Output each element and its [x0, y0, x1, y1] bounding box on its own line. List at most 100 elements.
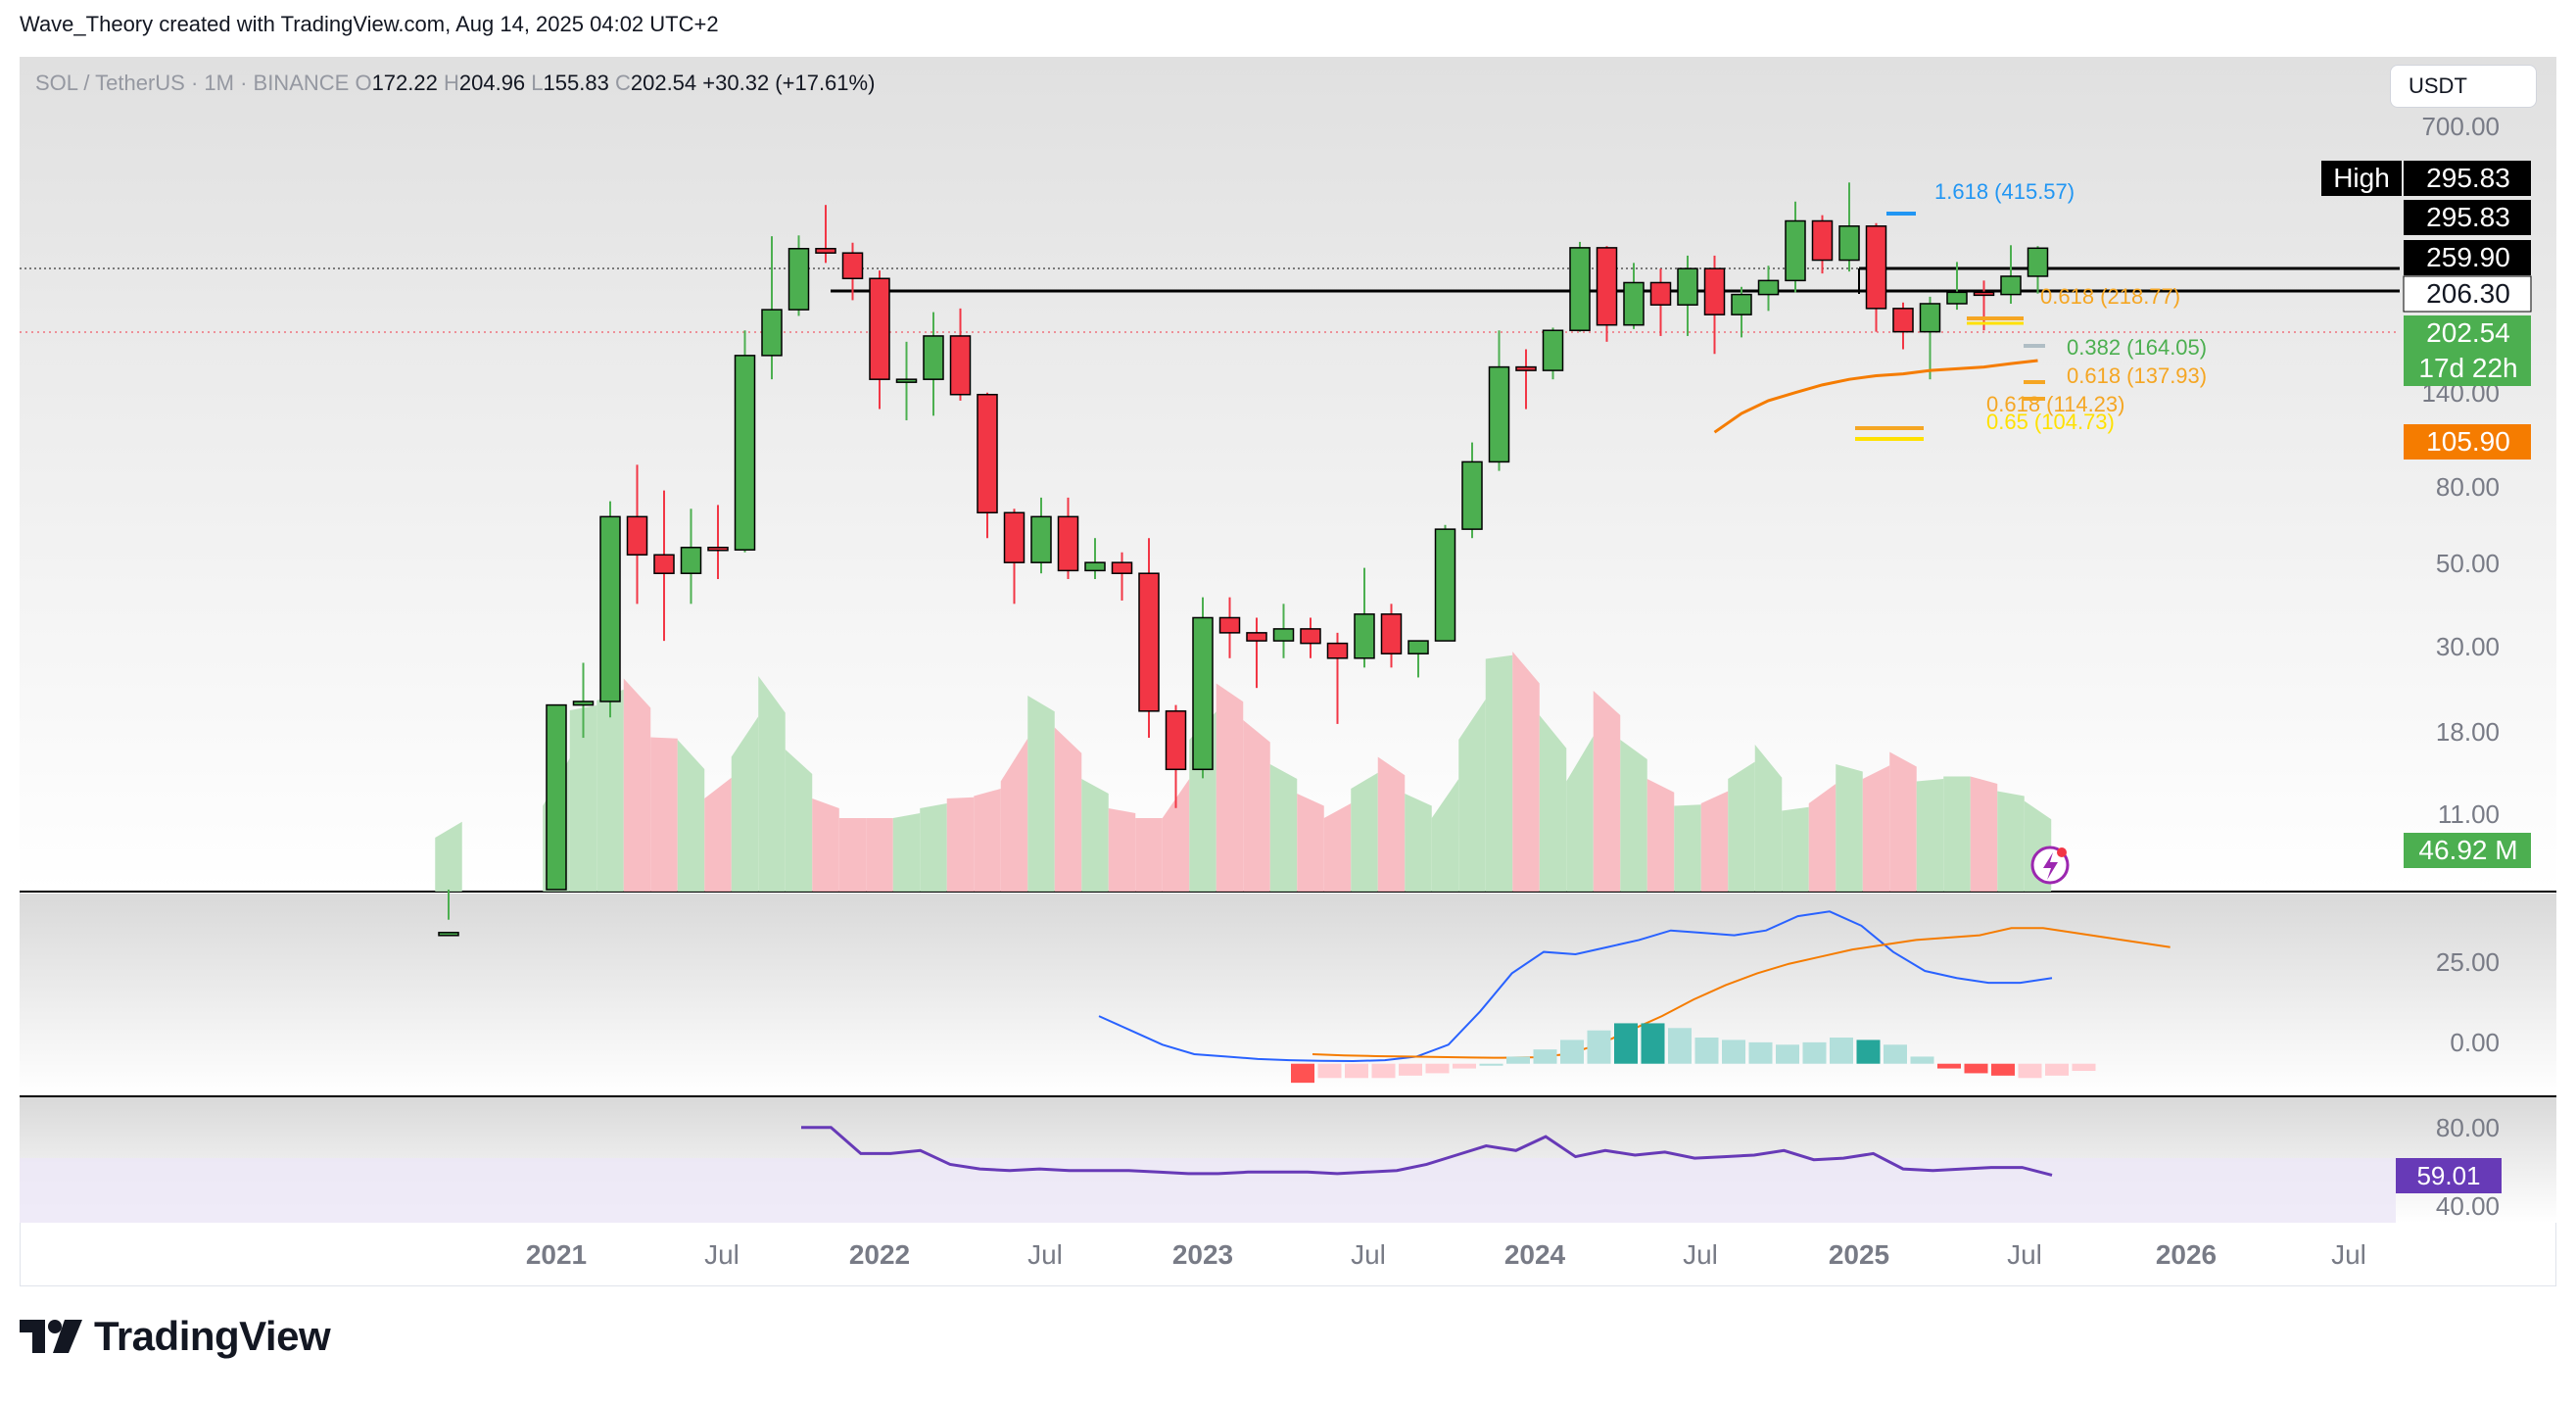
- rsi-band: [20, 1158, 2396, 1223]
- macd-histogram-bar: [1856, 1040, 1881, 1064]
- candles-group: [438, 182, 2049, 937]
- candle-body: [1757, 279, 1780, 296]
- macd-histogram-bar: [1560, 1040, 1584, 1064]
- price-badge: [2404, 240, 2531, 275]
- volume-segment: [1162, 779, 1190, 892]
- time-axis-label: Jul: [2331, 1239, 2366, 1270]
- volume-segment: [866, 818, 893, 892]
- price-badge-text: 206.30: [2426, 278, 2510, 309]
- price-badge: [2404, 833, 2531, 868]
- macd-histogram-bar: [1291, 1063, 1314, 1084]
- price-badge-text: 295.83: [2426, 163, 2510, 193]
- price-badge-text: 46.92 M: [2418, 835, 2517, 865]
- ohlc-legend: SOL / TetherUS · 1M · BINANCE O172.22 H2…: [35, 71, 875, 96]
- candle-body: [1030, 515, 1052, 563]
- macd-histogram-bar: [1317, 1063, 1342, 1079]
- macd-histogram-bar: [1884, 1044, 1907, 1064]
- volume-segment: [1566, 736, 1594, 892]
- rsi-value-text: 59.01: [2416, 1161, 2480, 1190]
- price-tick-label: 80.00: [2436, 472, 2500, 502]
- price-badge-text: 259.90: [2426, 242, 2510, 272]
- volume-segment: [1135, 818, 1163, 892]
- time-axis-label: Jul: [1683, 1239, 1718, 1270]
- volume-segment: [1539, 715, 1567, 892]
- candle-body: [1569, 247, 1591, 331]
- price-badge-text: 105.90: [2426, 426, 2510, 457]
- volume-segment: [1512, 652, 1540, 892]
- candle-body: [1946, 291, 1968, 305]
- macd-histogram-bar: [1668, 1028, 1692, 1064]
- price-tick-label: 11.00: [2438, 799, 2500, 829]
- tradingview-brand[interactable]: TradingView: [20, 1313, 331, 1360]
- candle-body: [1272, 628, 1295, 642]
- ma-group: [1713, 359, 2038, 434]
- legend-low: 155.83: [543, 71, 609, 95]
- macd-histogram-bar: [1964, 1063, 1988, 1074]
- fib-label: 0.618 (218.77): [2040, 284, 2180, 309]
- volume-segment: [1970, 776, 1998, 892]
- candle-body: [1811, 219, 1834, 262]
- macd-histogram-bar: [1722, 1040, 1745, 1064]
- volume-segment: [1269, 764, 1298, 892]
- price-badge-text: 295.83: [2426, 202, 2510, 232]
- moving-average-line: [1713, 359, 2038, 434]
- candle-body: [1596, 247, 1618, 326]
- volume-segment: [974, 789, 1001, 892]
- macd-histogram-bar: [2072, 1063, 2096, 1071]
- price-tick-label: 700.00: [2421, 112, 2500, 141]
- volume-segment: [1081, 779, 1109, 892]
- macd-histogram-bar: [1937, 1063, 1961, 1069]
- legend-change: +30.32 (+17.61%): [702, 71, 876, 95]
- volume-segment: [1836, 764, 1863, 892]
- time-axis-label: 2023: [1172, 1239, 1233, 1270]
- time-axis-label: Jul: [1351, 1239, 1386, 1270]
- volume-segment: [1782, 806, 1809, 892]
- candle-body: [787, 248, 810, 311]
- candle-body: [949, 335, 972, 396]
- candle-body: [1515, 365, 1537, 371]
- candle-body: [1300, 628, 1321, 645]
- candle-body: [1488, 365, 1510, 463]
- candle-body: [977, 393, 998, 514]
- macd-histogram-bar: [1453, 1063, 1476, 1069]
- volume-segment: [435, 821, 462, 892]
- price-badge-subtext: 17d 22h: [2418, 353, 2517, 383]
- high-badge: [2321, 161, 2402, 196]
- currency-button[interactable]: USDT: [2390, 65, 2537, 108]
- volume-segment: [1674, 804, 1701, 892]
- volume-segment: [596, 689, 624, 892]
- rsi-line: [801, 1126, 2053, 1177]
- macd-histogram-bar: [1587, 1030, 1611, 1064]
- candle-body: [1731, 293, 1752, 315]
- legend-high-label: H: [443, 71, 459, 95]
- fib-label: 1.618 (415.57): [1934, 179, 2075, 204]
- volume-segment: [1916, 779, 1944, 892]
- volume-segment: [650, 737, 678, 892]
- candle-body: [707, 547, 729, 552]
- macd-histogram-bar: [1748, 1041, 1773, 1064]
- legend-open: 172.22: [371, 71, 438, 95]
- volume-segment: [1323, 803, 1352, 892]
- volume-segment: [785, 750, 813, 892]
- volume-segment: [677, 740, 705, 892]
- legend-low-label: L: [531, 71, 544, 95]
- candle-body: [734, 355, 756, 551]
- rsi-group: [801, 1126, 2053, 1177]
- candle-body: [1003, 511, 1026, 563]
- price-tick-label: 18.00: [2436, 717, 2500, 747]
- volume-segment: [1216, 683, 1244, 892]
- volume-segment: [1351, 772, 1378, 892]
- legend-high: 204.96: [458, 71, 526, 95]
- macd-group: [1098, 910, 2171, 1084]
- macd-histogram-bar: [1479, 1063, 1503, 1066]
- fib-group: 1.618 (415.57) 0.618 (218.77) 0.382 (164.0…: [1855, 179, 2207, 441]
- candle-body: [1111, 561, 1133, 574]
- price-badge: [2404, 315, 2531, 386]
- candle-body: [1461, 460, 1483, 530]
- macd-histogram-bar: [1399, 1063, 1422, 1076]
- price-badge: [2404, 161, 2531, 196]
- macd-histogram-bar: [1506, 1056, 1530, 1064]
- lightning-icon[interactable]: [2030, 846, 2070, 885]
- candle-body: [438, 932, 459, 937]
